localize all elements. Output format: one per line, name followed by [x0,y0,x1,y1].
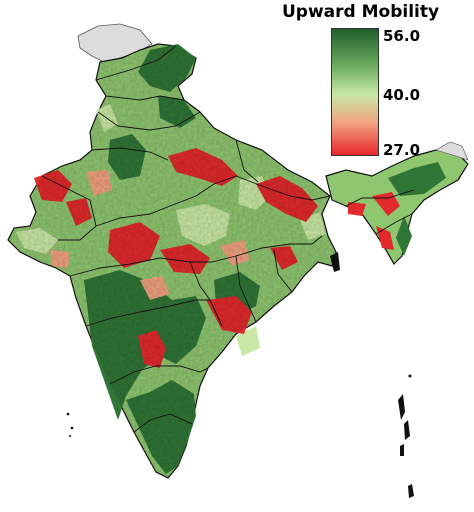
state-borders [41,45,415,433]
legend-title: Upward Mobility [282,2,440,22]
legend-min-label: 27.0 [383,141,421,159]
andaman-islands [398,374,414,498]
lakshadweep-islands [66,412,74,437]
legend-max-label: 56.0 [383,27,421,45]
legend-mid-label: 40.0 [383,86,421,104]
ne-no-data [435,141,469,161]
border-mark [330,252,340,272]
texture-overlay [8,44,336,478]
legend-color-bar [331,28,379,156]
